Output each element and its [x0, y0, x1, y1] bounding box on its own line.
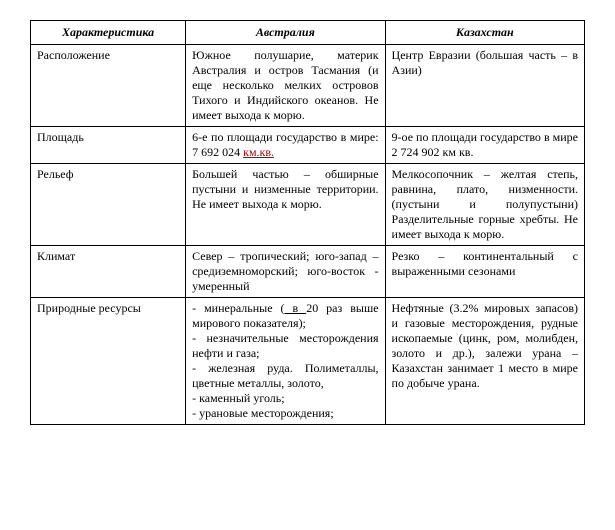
cell-aus: Большей частью – обширные пустыни и низм… [186, 164, 385, 246]
cell-char: Площадь [31, 127, 186, 164]
table-row: Природные ресурсы - минеральные ( в 20 р… [31, 298, 585, 425]
table-header-row: Характеристика Австралия Казахстан [31, 21, 585, 45]
cell-kaz: Центр Евразии (большая часть – в Азии) [385, 45, 584, 127]
comparison-table: Характеристика Австралия Казахстан Распо… [30, 20, 585, 425]
cell-kaz: Нефтяные (3.2% мировых запасов) и газовы… [385, 298, 584, 425]
cell-aus: Южное полушарие, материк Австралия и ост… [186, 45, 385, 127]
cell-aus-text-a: - минеральные ( [192, 301, 284, 315]
table-row: Площадь 6-е по площади государство в мир… [31, 127, 585, 164]
cell-aus: - минеральные ( в 20 раз выше мирового п… [186, 298, 385, 425]
cell-aus: 6-е по площади государство в мире: 7 692… [186, 127, 385, 164]
cell-kaz: Мелкосопочник – желтая степь, равнина, п… [385, 164, 584, 246]
table-row: Климат Север – тропический; юго-запад – … [31, 246, 585, 298]
header-kaz: Казахстан [385, 21, 584, 45]
cell-kaz: 9-ое по площади государство в мире 2 724… [385, 127, 584, 164]
cell-aus-text-a: 6-е по площади государство в мире: 7 692… [192, 130, 378, 159]
cell-aus: Север – тропический; юго-запад – средизе… [186, 246, 385, 298]
cell-aus-text-b: км.кв. [243, 145, 274, 159]
table-row: Рельеф Большей частью – обширные пустыни… [31, 164, 585, 246]
table-row: Расположение Южное полушарие, материк Ав… [31, 45, 585, 127]
cell-aus-text-b: 20 раз выше мирового показателя); - незн… [192, 301, 378, 420]
header-char: Характеристика [31, 21, 186, 45]
cell-char: Рельеф [31, 164, 186, 246]
cell-kaz: Резко – континентальный с выраженными се… [385, 246, 584, 298]
cell-aus-text-u: в [285, 301, 307, 315]
cell-char: Расположение [31, 45, 186, 127]
cell-char: Климат [31, 246, 186, 298]
header-aus: Австралия [186, 21, 385, 45]
cell-char: Природные ресурсы [31, 298, 186, 425]
